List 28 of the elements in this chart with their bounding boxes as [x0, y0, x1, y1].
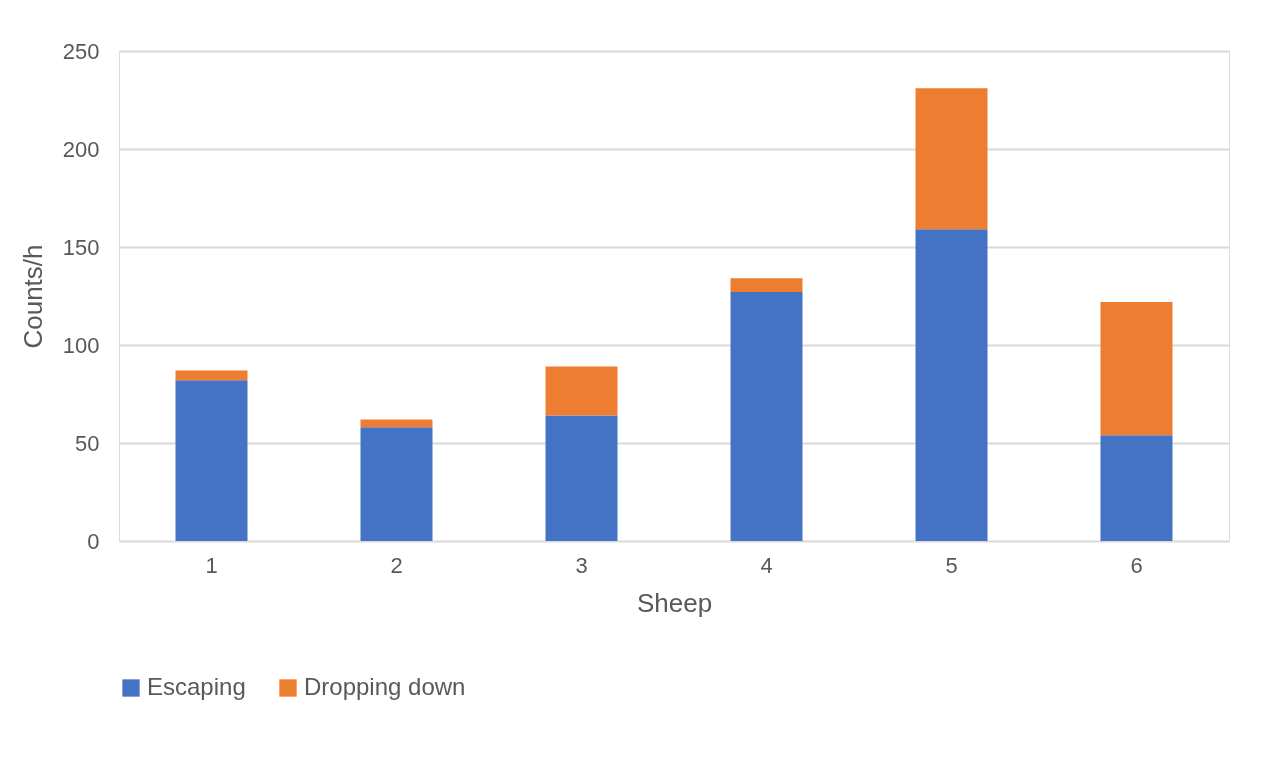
y-tick-label: 250 [62, 38, 100, 64]
x-tick-label: 2 [390, 552, 403, 578]
y-tick-label: 50 [75, 430, 100, 456]
legend-label: Dropping down [304, 673, 466, 700]
bar [545, 415, 618, 541]
bar [1100, 435, 1173, 541]
x-tick-label: 6 [1130, 552, 1143, 578]
bar [175, 380, 248, 541]
x-tick-label: 5 [945, 552, 958, 578]
bar [545, 366, 618, 416]
bar [175, 370, 248, 381]
bar [730, 278, 803, 293]
y-tick-label: 200 [62, 136, 100, 162]
y-tick-label: 0 [87, 528, 100, 554]
bar [1100, 301, 1173, 436]
y-axis-title: Counts/h [17, 244, 48, 349]
x-tick-label: 4 [760, 552, 773, 578]
bar [730, 292, 803, 541]
bar [915, 88, 988, 230]
legend-label: Escaping [147, 673, 246, 700]
x-tick-label: 1 [205, 552, 218, 578]
bar [360, 419, 433, 428]
bar [915, 229, 988, 541]
y-tick-label: 150 [62, 234, 100, 260]
y-tick-label: 100 [62, 332, 100, 358]
x-axis-title: Sheep [636, 587, 713, 618]
x-tick-label: 3 [575, 552, 588, 578]
bar [360, 427, 433, 541]
